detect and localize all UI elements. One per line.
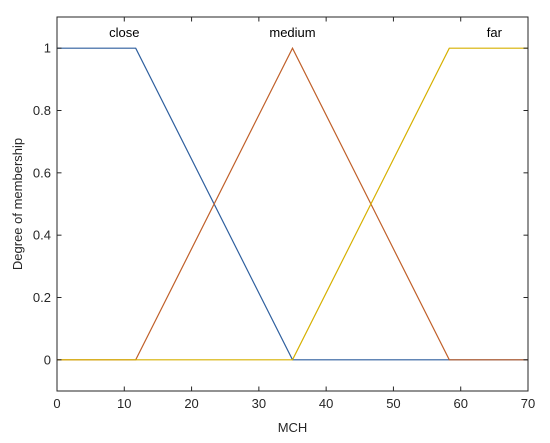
x-tick-label: 30	[252, 396, 266, 411]
x-axis-title: MCH	[278, 420, 308, 435]
series-layer	[57, 46, 528, 361]
x-tick-label: 10	[117, 396, 131, 411]
x-tick-label: 50	[386, 396, 400, 411]
y-tick-label: 0.4	[33, 228, 51, 243]
mf-label-far: far	[487, 25, 503, 40]
mf-label-medium: medium	[269, 25, 315, 40]
series-line-far	[57, 47, 528, 361]
x-tick-label: 20	[184, 396, 198, 411]
x-tick-label: 70	[521, 396, 535, 411]
y-tick-label: 0.2	[33, 290, 51, 305]
y-tick-label: 0	[44, 352, 51, 367]
x-tick-label: 0	[53, 396, 60, 411]
y-tick-label: 1	[44, 41, 51, 56]
x-tick-label: 40	[319, 396, 333, 411]
y-axis-title: Degree of membership	[10, 138, 25, 270]
label-layer: close medium far	[109, 25, 503, 40]
tick-layer: 0 10 20 30 40 50 60 70 0 0.2 0.4 0.6 0.8 1	[33, 17, 535, 411]
x-tick-label: 60	[453, 396, 467, 411]
mf-label-close: close	[109, 25, 139, 40]
y-tick-label: 0.6	[33, 165, 51, 180]
y-tick-label: 0.8	[33, 103, 51, 118]
plot-frame	[56, 16, 529, 392]
